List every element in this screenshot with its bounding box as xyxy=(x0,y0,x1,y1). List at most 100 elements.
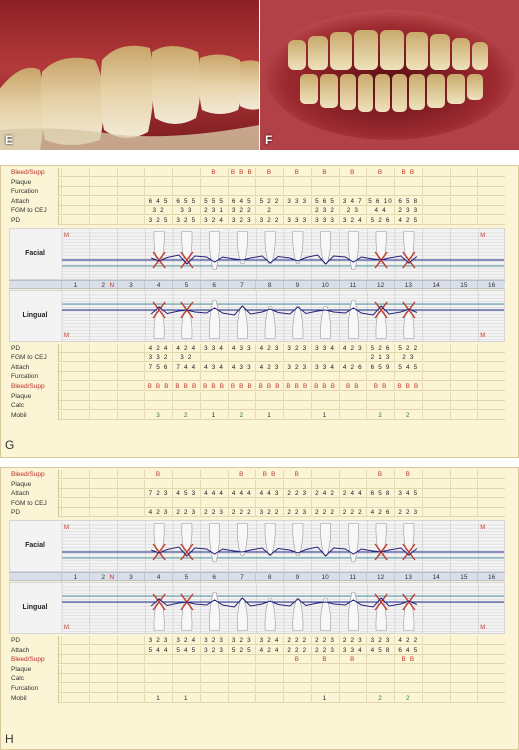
tooth-6[interactable] xyxy=(209,230,221,270)
tooth-6[interactable] xyxy=(209,523,221,562)
cell-tooth-11[interactable] xyxy=(338,177,367,187)
cell-tooth-12[interactable]: 5 2 6 xyxy=(366,216,394,225)
cell-tooth-8[interactable]: B B xyxy=(255,470,283,479)
tooth-number[interactable]: 16 xyxy=(477,573,505,582)
cell-tooth-5[interactable]: 6 5 5 xyxy=(172,196,200,206)
cell-tooth-3[interactable] xyxy=(116,498,145,508)
cell-tooth-6[interactable] xyxy=(199,391,228,401)
cell-tooth-14[interactable] xyxy=(421,674,450,684)
cell-tooth-11[interactable]: 2 2 3 xyxy=(338,636,367,645)
cell-tooth-1[interactable] xyxy=(61,216,89,225)
cell-tooth-10[interactable] xyxy=(310,372,339,382)
cell-tooth-15[interactable] xyxy=(449,353,478,363)
tooth-9[interactable] xyxy=(292,523,304,556)
cell-tooth-16[interactable] xyxy=(477,508,505,518)
cell-tooth-12[interactable]: B B xyxy=(366,382,394,391)
cell-tooth-11[interactable] xyxy=(338,674,367,684)
cell-tooth-11[interactable]: 2 4 4 xyxy=(338,489,367,499)
tooth-number[interactable]: 10 xyxy=(310,280,339,290)
cell-tooth-2[interactable] xyxy=(88,489,117,499)
cell-tooth-13[interactable]: B xyxy=(394,470,422,479)
cell-tooth-13[interactable] xyxy=(394,372,422,382)
cell-tooth-16[interactable] xyxy=(477,410,505,420)
cell-tooth-9[interactable] xyxy=(283,674,311,684)
cell-tooth-12[interactable]: B xyxy=(366,470,394,479)
cell-tooth-5[interactable] xyxy=(172,177,200,187)
cell-tooth-9[interactable] xyxy=(283,401,311,411)
cell-tooth-7[interactable] xyxy=(227,187,256,197)
cell-tooth-14[interactable] xyxy=(421,489,450,499)
cell-tooth-4[interactable] xyxy=(144,674,172,684)
cell-tooth-10[interactable] xyxy=(310,664,339,674)
tooth-number[interactable]: 15 xyxy=(449,573,478,582)
cell-tooth-11[interactable] xyxy=(338,693,367,703)
cell-tooth-7[interactable]: 4 4 4 xyxy=(227,489,256,499)
tooth-10[interactable] xyxy=(320,598,332,631)
tooth-11[interactable] xyxy=(347,592,359,631)
cell-tooth-3[interactable] xyxy=(116,508,145,518)
cell-tooth-3[interactable] xyxy=(116,470,145,479)
cell-tooth-7[interactable]: 4 3 3 xyxy=(227,362,256,372)
cell-tooth-9[interactable] xyxy=(283,206,311,216)
tooth-6[interactable] xyxy=(209,299,221,339)
cell-tooth-12[interactable]: 5 2 6 xyxy=(366,343,394,353)
cell-tooth-7[interactable] xyxy=(227,391,256,401)
cell-tooth-16[interactable] xyxy=(477,664,505,674)
cell-tooth-1[interactable] xyxy=(61,636,89,645)
cell-tooth-15[interactable] xyxy=(449,362,478,372)
tooth-12[interactable] xyxy=(374,301,388,339)
cell-tooth-14[interactable] xyxy=(421,410,450,420)
cell-tooth-6[interactable]: 3 2 4 xyxy=(199,216,228,225)
tooth-4[interactable] xyxy=(152,230,166,269)
tooth-number[interactable]: 15 xyxy=(449,280,478,290)
tooth-10[interactable] xyxy=(320,305,332,339)
cell-tooth-5[interactable]: 3 2 5 xyxy=(172,216,200,225)
cell-tooth-13[interactable] xyxy=(394,479,422,489)
cell-tooth-2[interactable] xyxy=(88,655,117,665)
cell-tooth-15[interactable] xyxy=(449,196,478,206)
cell-tooth-1[interactable] xyxy=(61,353,89,363)
cell-tooth-11[interactable]: 2 3 xyxy=(338,206,367,216)
tooth-4[interactable] xyxy=(152,301,166,339)
cell-tooth-9[interactable] xyxy=(283,479,311,489)
cell-tooth-14[interactable] xyxy=(421,343,450,353)
cell-tooth-1[interactable] xyxy=(61,362,89,372)
cell-tooth-12[interactable]: 5 6 10 xyxy=(366,196,394,206)
cell-tooth-2[interactable] xyxy=(88,508,117,518)
cell-tooth-13[interactable] xyxy=(394,674,422,684)
cell-tooth-5[interactable]: 2 2 3 xyxy=(172,508,200,518)
tooth-8[interactable] xyxy=(264,598,276,631)
cell-tooth-12[interactable]: 2 1 3 xyxy=(366,353,394,363)
cell-tooth-9[interactable] xyxy=(283,372,311,382)
cell-tooth-10[interactable]: 2 3 2 xyxy=(310,206,339,216)
cell-tooth-7[interactable] xyxy=(227,177,256,187)
cell-tooth-11[interactable] xyxy=(338,479,367,489)
cell-tooth-10[interactable] xyxy=(310,187,339,197)
cell-tooth-2[interactable] xyxy=(88,498,117,508)
tooth-number[interactable]: 1 xyxy=(61,280,89,290)
cell-tooth-5[interactable] xyxy=(172,655,200,665)
cell-tooth-11[interactable]: 4 2 3 xyxy=(338,343,367,353)
tooth-7[interactable] xyxy=(236,305,248,339)
cell-tooth-8[interactable] xyxy=(255,693,283,703)
cell-tooth-12[interactable]: 4 4 xyxy=(366,206,394,216)
cell-tooth-3[interactable] xyxy=(116,216,145,225)
cell-tooth-16[interactable] xyxy=(477,479,505,489)
cell-tooth-14[interactable] xyxy=(421,187,450,197)
cell-tooth-15[interactable] xyxy=(449,684,478,693)
cell-tooth-4[interactable] xyxy=(144,372,172,382)
tooth-number[interactable]: 7 xyxy=(227,280,256,290)
cell-tooth-10[interactable]: B B B xyxy=(310,382,339,391)
cell-tooth-1[interactable] xyxy=(61,410,89,420)
tooth-number[interactable]: 9 xyxy=(283,280,311,290)
cell-tooth-4[interactable] xyxy=(144,479,172,489)
cell-tooth-6[interactable]: 5 5 5 xyxy=(199,196,228,206)
cell-tooth-8[interactable] xyxy=(255,391,283,401)
cell-tooth-13[interactable] xyxy=(394,498,422,508)
cell-tooth-15[interactable] xyxy=(449,655,478,665)
cell-tooth-4[interactable] xyxy=(144,664,172,674)
cell-tooth-12[interactable] xyxy=(366,401,394,411)
cell-tooth-6[interactable]: B xyxy=(199,168,228,177)
tooth-13[interactable] xyxy=(402,230,416,269)
cell-tooth-8[interactable]: 4 2 3 xyxy=(255,362,283,372)
